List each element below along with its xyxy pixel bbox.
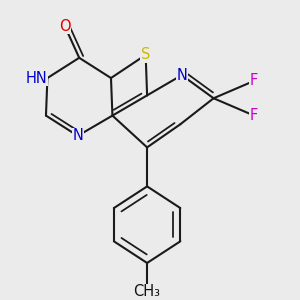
Text: F: F <box>250 108 258 123</box>
Text: N: N <box>176 68 187 82</box>
Text: S: S <box>141 47 150 62</box>
Text: O: O <box>59 19 70 34</box>
Text: F: F <box>250 74 258 88</box>
Text: N: N <box>72 128 83 143</box>
Text: CH₃: CH₃ <box>134 284 160 299</box>
Text: HN: HN <box>26 70 47 86</box>
